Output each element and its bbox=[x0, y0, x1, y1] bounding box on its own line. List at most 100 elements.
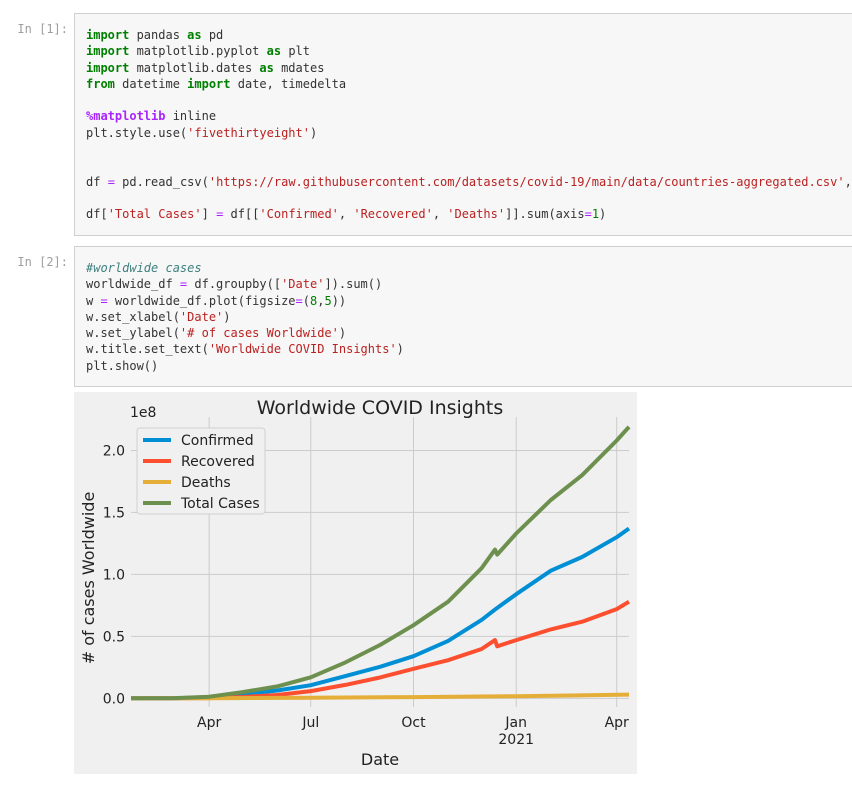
x-tick-label: Apr bbox=[197, 715, 221, 731]
code-line: w.set_xlabel('Date') bbox=[86, 309, 852, 325]
code-editor[interactable]: #worldwide cases worldwide_df = df.groupb… bbox=[75, 247, 852, 374]
code-token: )) bbox=[331, 293, 347, 308]
code-token: pd.read_csv( bbox=[114, 174, 209, 189]
code-line: w.title.set_text('Worldwide COVID Insigh… bbox=[86, 341, 852, 357]
code-token: 'Deaths' bbox=[447, 207, 506, 222]
code-token: , bbox=[317, 293, 325, 308]
code-token: = bbox=[584, 207, 592, 222]
code-token: pd bbox=[201, 28, 224, 42]
cell-prompt: In [2]: bbox=[17, 255, 68, 269]
code-token: plt.show() bbox=[86, 358, 159, 373]
code-token: ]].sum(axis bbox=[505, 207, 585, 222]
code-token: w.title.set_text( bbox=[86, 342, 209, 357]
code-token: matplotlib.pyplot bbox=[129, 44, 267, 59]
code-token: ( bbox=[302, 293, 310, 308]
chart-title: Worldwide COVID Insights bbox=[257, 397, 504, 419]
code-token: ) bbox=[338, 326, 347, 341]
code-token: ]).sum() bbox=[324, 277, 383, 292]
x-axis-label: Date bbox=[361, 750, 399, 769]
x-tick-label: Jul bbox=[301, 715, 319, 731]
chart-lines bbox=[130, 425, 631, 701]
code-line bbox=[86, 190, 852, 206]
code-input-area[interactable]: import pandas as pd import matplotlib.pyp… bbox=[74, 13, 852, 236]
code-line: plt.show() bbox=[86, 358, 852, 374]
code-token: 'Confirmed' bbox=[259, 207, 339, 222]
code-token: df[ bbox=[86, 207, 108, 222]
code-token: pandas bbox=[129, 28, 188, 42]
code-token: df[[ bbox=[223, 207, 260, 222]
code-line bbox=[86, 157, 852, 173]
legend-label: Recovered bbox=[181, 454, 255, 470]
y-axis-ticks: 0.0 0.5 1.0 1.5 2.0 bbox=[103, 443, 125, 707]
code-token: import bbox=[187, 76, 231, 91]
code-line: w = worldwide_df.plot(figsize=(8,5)) bbox=[86, 293, 852, 309]
code-line: import matplotlib.dates as mdates bbox=[86, 60, 852, 76]
code-token: , bbox=[338, 207, 354, 222]
series-line-total-cases bbox=[130, 425, 631, 701]
code-token: as bbox=[187, 28, 202, 42]
code-token: as bbox=[259, 60, 274, 75]
code-input-area[interactable]: #worldwide cases worldwide_df = df.groupb… bbox=[74, 246, 852, 387]
code-token: 'Recovered' bbox=[353, 207, 433, 222]
code-token: 'Date' bbox=[179, 309, 224, 324]
code-token: ) bbox=[309, 125, 318, 140]
y-axis-label: # of cases Worldwide bbox=[79, 492, 98, 665]
code-token: ) bbox=[599, 207, 607, 222]
code-token: 'https://raw.githubusercontent.com/datas… bbox=[208, 174, 845, 189]
code-token: df bbox=[86, 174, 108, 189]
code-token: = bbox=[295, 293, 303, 308]
code-token: worldwide_df.plot(figsize bbox=[107, 293, 296, 308]
code-token: datetime bbox=[114, 76, 188, 91]
code-token: as bbox=[266, 44, 282, 59]
code-token: 1 bbox=[591, 207, 600, 222]
code-token: mdates bbox=[273, 60, 325, 75]
code-token: w bbox=[86, 293, 101, 308]
code-token: #worldwide cases bbox=[86, 261, 202, 275]
code-token: plt.style.use( bbox=[86, 125, 188, 140]
code-token: ] bbox=[201, 207, 217, 222]
code-token: , bbox=[432, 207, 448, 222]
legend-label: Total Cases bbox=[180, 496, 260, 512]
y-tick-label: 2.0 bbox=[103, 443, 125, 459]
y-tick-label: 0.0 bbox=[103, 691, 125, 707]
code-token: ) bbox=[223, 309, 231, 324]
code-token: 'Total Cases' bbox=[107, 207, 202, 222]
code-token: date, timedelta bbox=[230, 76, 347, 91]
x-tick-label: Oct bbox=[401, 715, 426, 731]
x-tick-label: Apr bbox=[605, 715, 629, 731]
code-token: import bbox=[86, 44, 130, 59]
code-token: import bbox=[86, 28, 130, 42]
code-line: w.set_ylabel('# of cases Worldwide') bbox=[86, 325, 852, 341]
legend-box bbox=[136, 427, 266, 515]
code-token: 'fivethirtyeight' bbox=[187, 125, 310, 140]
code-editor[interactable]: import pandas as pd import matplotlib.pyp… bbox=[75, 14, 852, 223]
code-line bbox=[86, 141, 852, 157]
code-line: %matplotlib inline bbox=[86, 108, 852, 124]
code-token: 'Date' bbox=[281, 277, 325, 292]
code-token: w.set_ylabel( bbox=[86, 326, 180, 341]
code-line: import pandas as pd bbox=[86, 27, 852, 43]
code-line bbox=[86, 92, 852, 108]
y-offset-label: 1e8 bbox=[130, 405, 156, 421]
cell-output: Apr Jul Oct Jan 2021 Apr 0.0 0.5 1.0 1.5 2.0 Worl… bbox=[74, 392, 637, 778]
code-token: %matplotlib bbox=[86, 109, 166, 124]
code-token: 8 bbox=[310, 293, 318, 308]
code-token: worldwide_df bbox=[86, 277, 180, 292]
code-token: , p bbox=[844, 174, 852, 189]
code-token: = bbox=[100, 293, 108, 308]
code-line: #worldwide cases bbox=[86, 260, 852, 276]
x-tick-label: Jan bbox=[504, 715, 527, 731]
code-line: from datetime import date, timedelta bbox=[86, 76, 852, 92]
code-line: plt.style.use('fivethirtyeight') bbox=[86, 125, 852, 141]
legend-label: Confirmed bbox=[181, 433, 254, 449]
code-line: df['Total Cases'] = df[['Confirmed', 'Re… bbox=[86, 206, 852, 222]
y-tick-label: 0.5 bbox=[103, 629, 125, 645]
code-token: import bbox=[86, 60, 130, 75]
code-token: df.groupby([ bbox=[187, 277, 282, 292]
x-tick-sublabel: 2021 bbox=[498, 732, 534, 748]
code-token: plt bbox=[281, 44, 310, 59]
y-tick-label: 1.5 bbox=[103, 505, 125, 521]
code-token: from bbox=[86, 76, 115, 91]
